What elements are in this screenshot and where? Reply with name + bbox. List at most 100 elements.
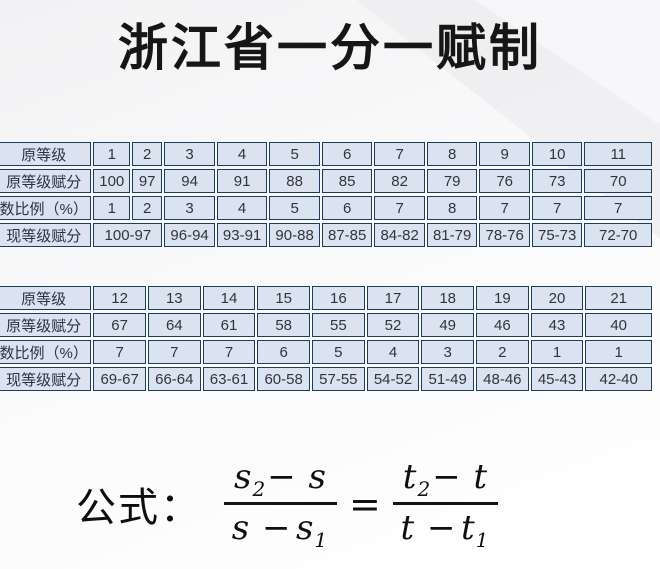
row-label: 数比例（%）	[0, 340, 92, 364]
var-s2: s	[234, 456, 253, 497]
value-cell: 2	[476, 340, 529, 364]
value-cell: 20	[530, 286, 584, 310]
formula-rhs-fraction: t2− t t − t1	[392, 456, 499, 552]
value-cell: 5	[312, 340, 365, 364]
value-cell: 57-55	[312, 367, 365, 391]
value-cell: 6	[321, 196, 373, 220]
row-label: 原等级赋分	[0, 169, 92, 193]
var-t1: t	[460, 507, 476, 548]
value-cell: 5	[269, 142, 320, 166]
value-cell: 2	[132, 142, 163, 166]
value-cell: 8	[426, 142, 478, 166]
value-cell: 21	[585, 286, 652, 310]
grade-table-1: 原等级 1 2 3 4 5 6 7 8 9 10 11 原等级赋分 100 97 94 91 88 85 82 79 76…	[0, 139, 654, 250]
value-cell: 12	[93, 286, 146, 310]
value-cell: 45-43	[530, 367, 584, 391]
var-t2: t	[402, 456, 418, 497]
var-s1: s	[295, 507, 315, 548]
value-cell: 2	[132, 196, 163, 220]
value-cell: 7	[374, 196, 425, 220]
value-cell: 64	[147, 313, 201, 337]
value-cell: 66-64	[147, 367, 201, 391]
value-cell: 18	[421, 286, 475, 310]
value-cell: 81-79	[426, 223, 478, 247]
page-title: 浙江省一分一赋制	[118, 20, 542, 76]
formula: 公式： s2− s s − s1 = t2− t t − t1	[76, 443, 499, 565]
value-cell: 85	[321, 169, 373, 193]
value-cell: 51-49	[421, 367, 475, 391]
value-cell: 1	[93, 142, 131, 166]
value-cell: 16	[312, 286, 365, 310]
value-cell: 84-82	[374, 223, 425, 247]
value-cell: 4	[216, 142, 268, 166]
value-cell: 49	[421, 313, 475, 337]
value-cell: 79	[426, 169, 478, 193]
value-cell: 94	[164, 169, 215, 193]
value-cell: 7	[584, 196, 652, 220]
value-cell: 7	[202, 340, 256, 364]
value-cell: 40	[585, 313, 652, 337]
value-cell: 58	[257, 313, 310, 337]
value-cell: 14	[202, 286, 256, 310]
value-cell: 4	[216, 196, 268, 220]
value-cell: 10	[531, 142, 583, 166]
value-cell: 42-40	[585, 367, 652, 391]
value-cell: 67	[93, 313, 146, 337]
value-cell: 6	[321, 142, 373, 166]
row-label: 现等级赋分	[0, 367, 92, 391]
value-cell: 3	[164, 142, 215, 166]
var-s1-subscript: 1	[314, 527, 328, 552]
equals-sign: =	[348, 482, 381, 526]
value-cell: 46	[476, 313, 529, 337]
value-cell: 7	[531, 196, 583, 220]
value-cell: 96-94	[164, 223, 215, 247]
value-cell: 88	[269, 169, 320, 193]
lhs-num-rest: − s	[267, 456, 327, 497]
value-cell: 97	[132, 169, 163, 193]
row-label: 数比例（%）	[0, 196, 92, 220]
value-cell: 76	[479, 169, 530, 193]
formula-lhs-denominator: s − s1	[231, 505, 329, 552]
formula-lhs-fraction: s2− s s − s1	[224, 457, 337, 552]
value-cell: 78-76	[479, 223, 530, 247]
value-cell: 90-88	[269, 223, 320, 247]
value-cell: 9	[479, 142, 530, 166]
formula-rhs-denominator: t − t1	[400, 505, 491, 552]
var-s2-subscript: 2	[252, 476, 266, 501]
value-cell: 54-52	[366, 367, 420, 391]
grade-table-2: 原等级 12 13 14 15 16 17 18 19 20 21 原等级赋分 67 64 61 58 55 52…	[0, 283, 654, 394]
row-label: 原等级赋分	[0, 313, 92, 337]
value-cell: 43	[530, 313, 584, 337]
var-t2-subscript: 2	[417, 476, 431, 501]
value-cell: 100	[93, 169, 131, 193]
value-cell: 70	[584, 169, 652, 193]
formula-label: 公式：	[76, 486, 202, 530]
value-cell: 6	[257, 340, 310, 364]
rhs-den-lead: t −	[400, 507, 457, 548]
value-cell: 55	[312, 313, 365, 337]
value-cell: 8	[426, 196, 478, 220]
value-cell: 7	[147, 340, 201, 364]
value-cell: 93-91	[216, 223, 268, 247]
value-cell: 69-67	[93, 367, 146, 391]
value-cell: 52	[366, 313, 420, 337]
value-cell: 91	[216, 169, 268, 193]
value-cell: 19	[476, 286, 529, 310]
value-cell: 61	[202, 313, 256, 337]
value-cell: 63-61	[202, 367, 256, 391]
row-label: 原等级	[0, 142, 92, 166]
value-cell: 3	[421, 340, 475, 364]
value-cell: 3	[164, 196, 215, 220]
formula-lhs-numerator: s2− s	[224, 457, 337, 505]
value-cell: 60-58	[257, 367, 310, 391]
var-t1-subscript: 1	[475, 527, 489, 552]
row-label: 原等级	[0, 286, 92, 310]
formula-rhs-numerator: t2− t	[392, 456, 499, 505]
row-label: 现等级赋分	[0, 223, 92, 247]
rhs-num-rest: − t	[432, 456, 489, 497]
value-cell: 17	[366, 286, 420, 310]
lhs-den-lead: s −	[231, 507, 292, 548]
value-cell: 48-46	[476, 367, 529, 391]
value-cell: 72-70	[584, 223, 652, 247]
